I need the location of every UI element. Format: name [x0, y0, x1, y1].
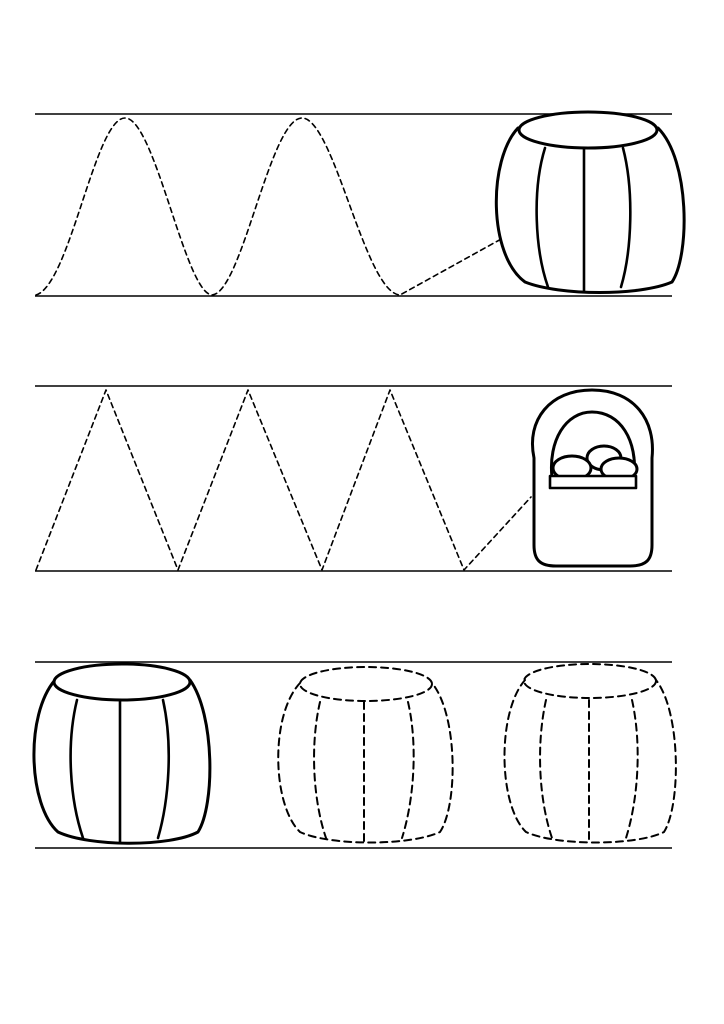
zigzag-row [35, 385, 672, 572]
dashed-barrel-icon[interactable] [277, 666, 454, 844]
barrel-icon [494, 110, 686, 294]
barrel-icon [32, 662, 212, 845]
barrel-copy-row [32, 661, 677, 849]
dashed-barrel-icon[interactable] [503, 663, 677, 844]
zigzag-tracing-path[interactable] [35, 389, 532, 571]
basket-icon [531, 388, 654, 568]
wave-tracing-path[interactable] [35, 117, 504, 296]
wave-row [35, 110, 686, 297]
